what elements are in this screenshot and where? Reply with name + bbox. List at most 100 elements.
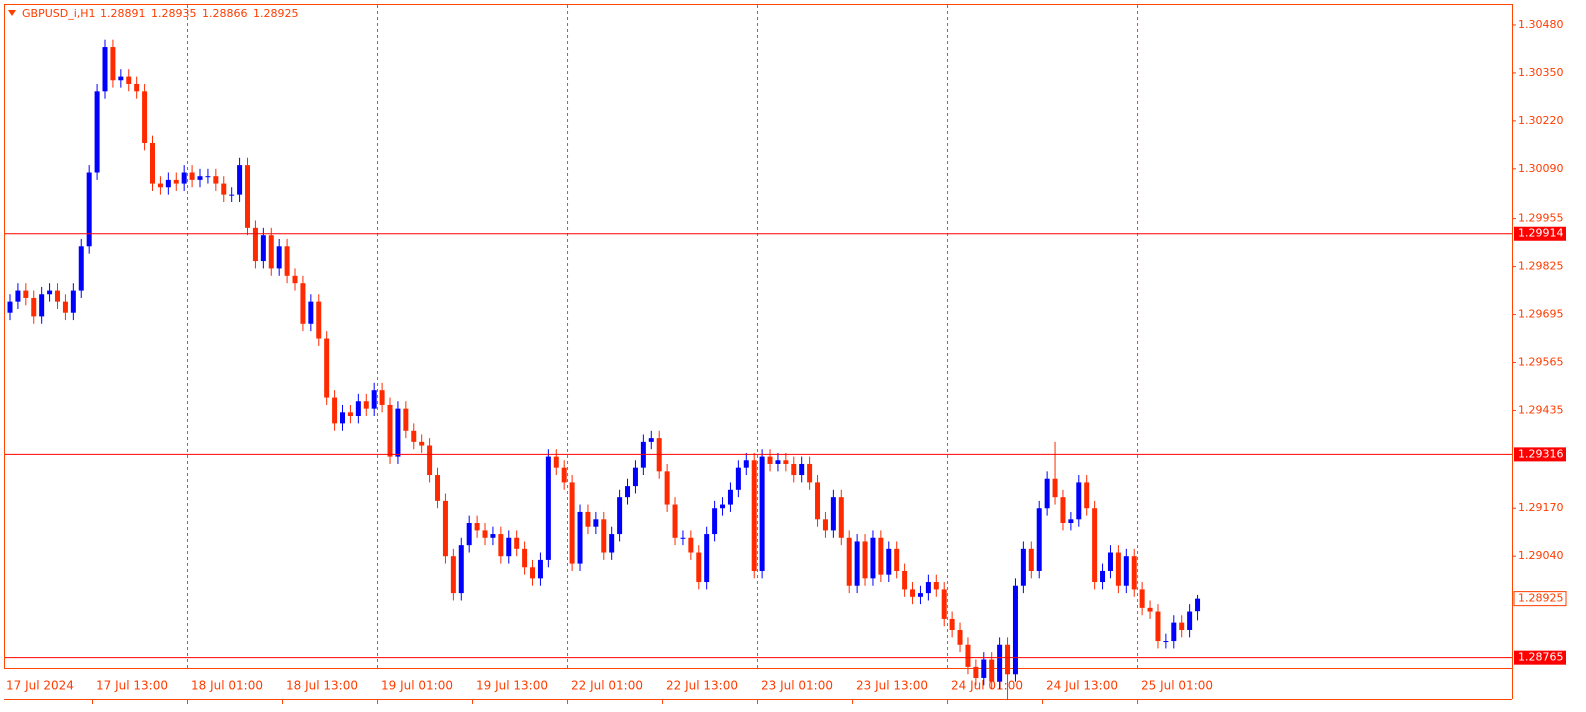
candle-body (427, 445, 433, 476)
candle-body (862, 541, 868, 579)
candle-body (466, 523, 472, 546)
candle-body (340, 412, 346, 424)
candle-body (482, 530, 488, 538)
y-tick-label: 1.29170 (1518, 501, 1564, 514)
candle-body (23, 290, 29, 298)
candle-body (403, 408, 409, 431)
candle-body (15, 290, 21, 302)
candle-body (878, 537, 884, 575)
candle-body (775, 460, 781, 464)
candle-body (197, 176, 203, 180)
price-tag (1514, 447, 1566, 462)
candle-body (569, 482, 575, 564)
x-tick-label: 17 Jul 2024 (6, 679, 74, 693)
candle-body (1187, 611, 1193, 630)
y-tick-label: 1.30350 (1518, 66, 1564, 79)
candle-body (1131, 556, 1137, 590)
candle-body (720, 504, 726, 509)
candle-body (751, 460, 757, 571)
candle-body (189, 172, 195, 180)
candle-body (387, 404, 393, 457)
open-label: 1.28891 (100, 7, 146, 20)
candle-body (1155, 611, 1161, 642)
candle-body (1084, 482, 1090, 509)
candle-body (260, 235, 266, 262)
candle-body (989, 659, 995, 682)
candle-body (735, 467, 741, 490)
candle-body (379, 390, 385, 405)
candle-body (1139, 589, 1145, 608)
candle-body (118, 76, 124, 81)
candle-body (1020, 548, 1026, 586)
low-label: 1.28866 (202, 7, 248, 20)
candle-body (514, 537, 520, 549)
x-tick-label: 22 Jul 13:00 (666, 679, 738, 693)
candle-body (973, 666, 979, 678)
y-tick-label: 1.30480 (1518, 18, 1564, 31)
candle-body (664, 471, 670, 505)
candle-body (601, 519, 607, 553)
candle-body (419, 441, 425, 446)
candle-body (807, 463, 813, 483)
candle-body (142, 91, 148, 143)
candle-body (791, 463, 797, 476)
candle-body (347, 412, 353, 417)
candle-body (902, 570, 908, 590)
candle-body (450, 556, 456, 594)
x-tick-label: 25 Jul 01:00 (1141, 679, 1213, 693)
candle-body (854, 541, 860, 586)
x-tick-label: 19 Jul 01:00 (381, 679, 453, 693)
candle-body (1005, 644, 1011, 675)
candle-body (846, 537, 852, 586)
candle-body (134, 83, 140, 92)
candle-body (949, 618, 955, 630)
y-tick-label: 1.29565 (1518, 356, 1564, 369)
candle-body (704, 534, 710, 583)
candle-body (1012, 585, 1018, 675)
candle-body (316, 301, 322, 339)
candle-body (47, 290, 53, 295)
candle-body (252, 227, 258, 262)
plot-frame (4, 4, 1513, 669)
candle-body (1068, 519, 1074, 524)
candle-body (371, 390, 377, 409)
candle-body (648, 438, 654, 442)
candle-body (609, 534, 615, 553)
candle-body (1076, 482, 1082, 520)
candle-body (94, 91, 100, 173)
candle-body (1092, 508, 1098, 583)
candle-body (474, 523, 480, 531)
candle-body (229, 194, 235, 196)
candle-body (435, 475, 441, 501)
y-tick-label: 1.30090 (1518, 162, 1564, 175)
x-tick-label: 23 Jul 13:00 (856, 679, 928, 693)
close-label: 1.28925 (253, 7, 299, 20)
candle-body (300, 283, 306, 324)
candle-body (743, 460, 749, 468)
candle-body (78, 246, 84, 291)
y-tick-label: 1.29955 (1518, 212, 1564, 225)
candle-body (917, 593, 923, 597)
candle-body (268, 235, 274, 269)
candle-body (62, 301, 68, 313)
candle-body (759, 456, 765, 571)
candle-body (221, 183, 227, 195)
candle-body (1123, 556, 1129, 586)
candle-body (458, 545, 464, 594)
collapse-arrow[interactable] (8, 10, 16, 16)
candle-body (981, 659, 987, 678)
candle-body (925, 582, 931, 594)
candle-body (213, 176, 219, 184)
candle-body (110, 47, 116, 81)
candle-body (577, 511, 583, 564)
candle-body (1044, 478, 1050, 509)
price-tag (1514, 226, 1566, 241)
candle-body (363, 401, 369, 409)
candle-body (870, 537, 876, 579)
candle-body (632, 467, 638, 487)
candle-body (157, 183, 163, 188)
candle-body (537, 559, 543, 579)
candle-body (910, 589, 916, 597)
